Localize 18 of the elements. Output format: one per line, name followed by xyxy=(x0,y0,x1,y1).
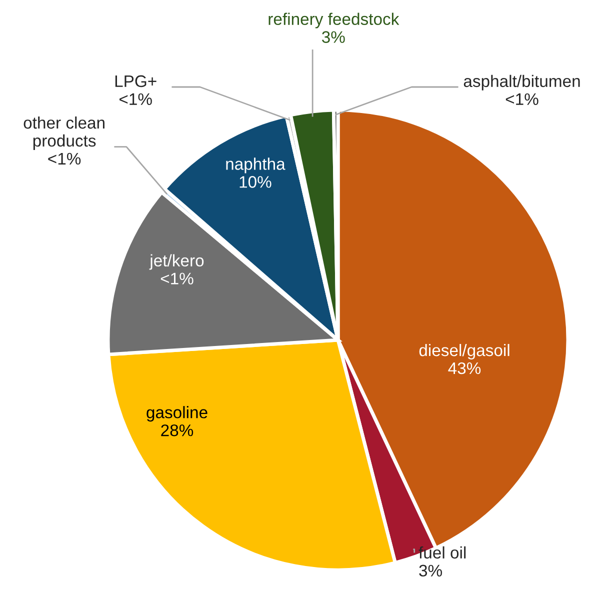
data-label: <1% xyxy=(48,152,81,165)
slice-label: jet/kero xyxy=(149,254,204,270)
slice-label: naphtha xyxy=(226,158,286,174)
slice-label: diesel/gasoil xyxy=(419,344,510,360)
slice-label: LPG+ xyxy=(115,75,156,88)
slice-label: refinery feedstock xyxy=(268,12,400,28)
slice-label: fuel oil xyxy=(418,546,466,559)
data-label: 3% xyxy=(322,31,345,43)
slice-label: other clean products xyxy=(24,116,104,150)
slice-label: gasoline xyxy=(146,406,208,422)
data-label: 43% xyxy=(448,362,481,374)
data-label: <1% xyxy=(160,272,194,284)
slice-label: asphalt/bitumen xyxy=(464,74,580,90)
data-label: 10% xyxy=(240,176,272,188)
data-label: <1% xyxy=(506,93,538,105)
data-label: 3% xyxy=(419,564,442,577)
data-label: <1% xyxy=(120,93,152,105)
data-label: 28% xyxy=(161,424,194,436)
